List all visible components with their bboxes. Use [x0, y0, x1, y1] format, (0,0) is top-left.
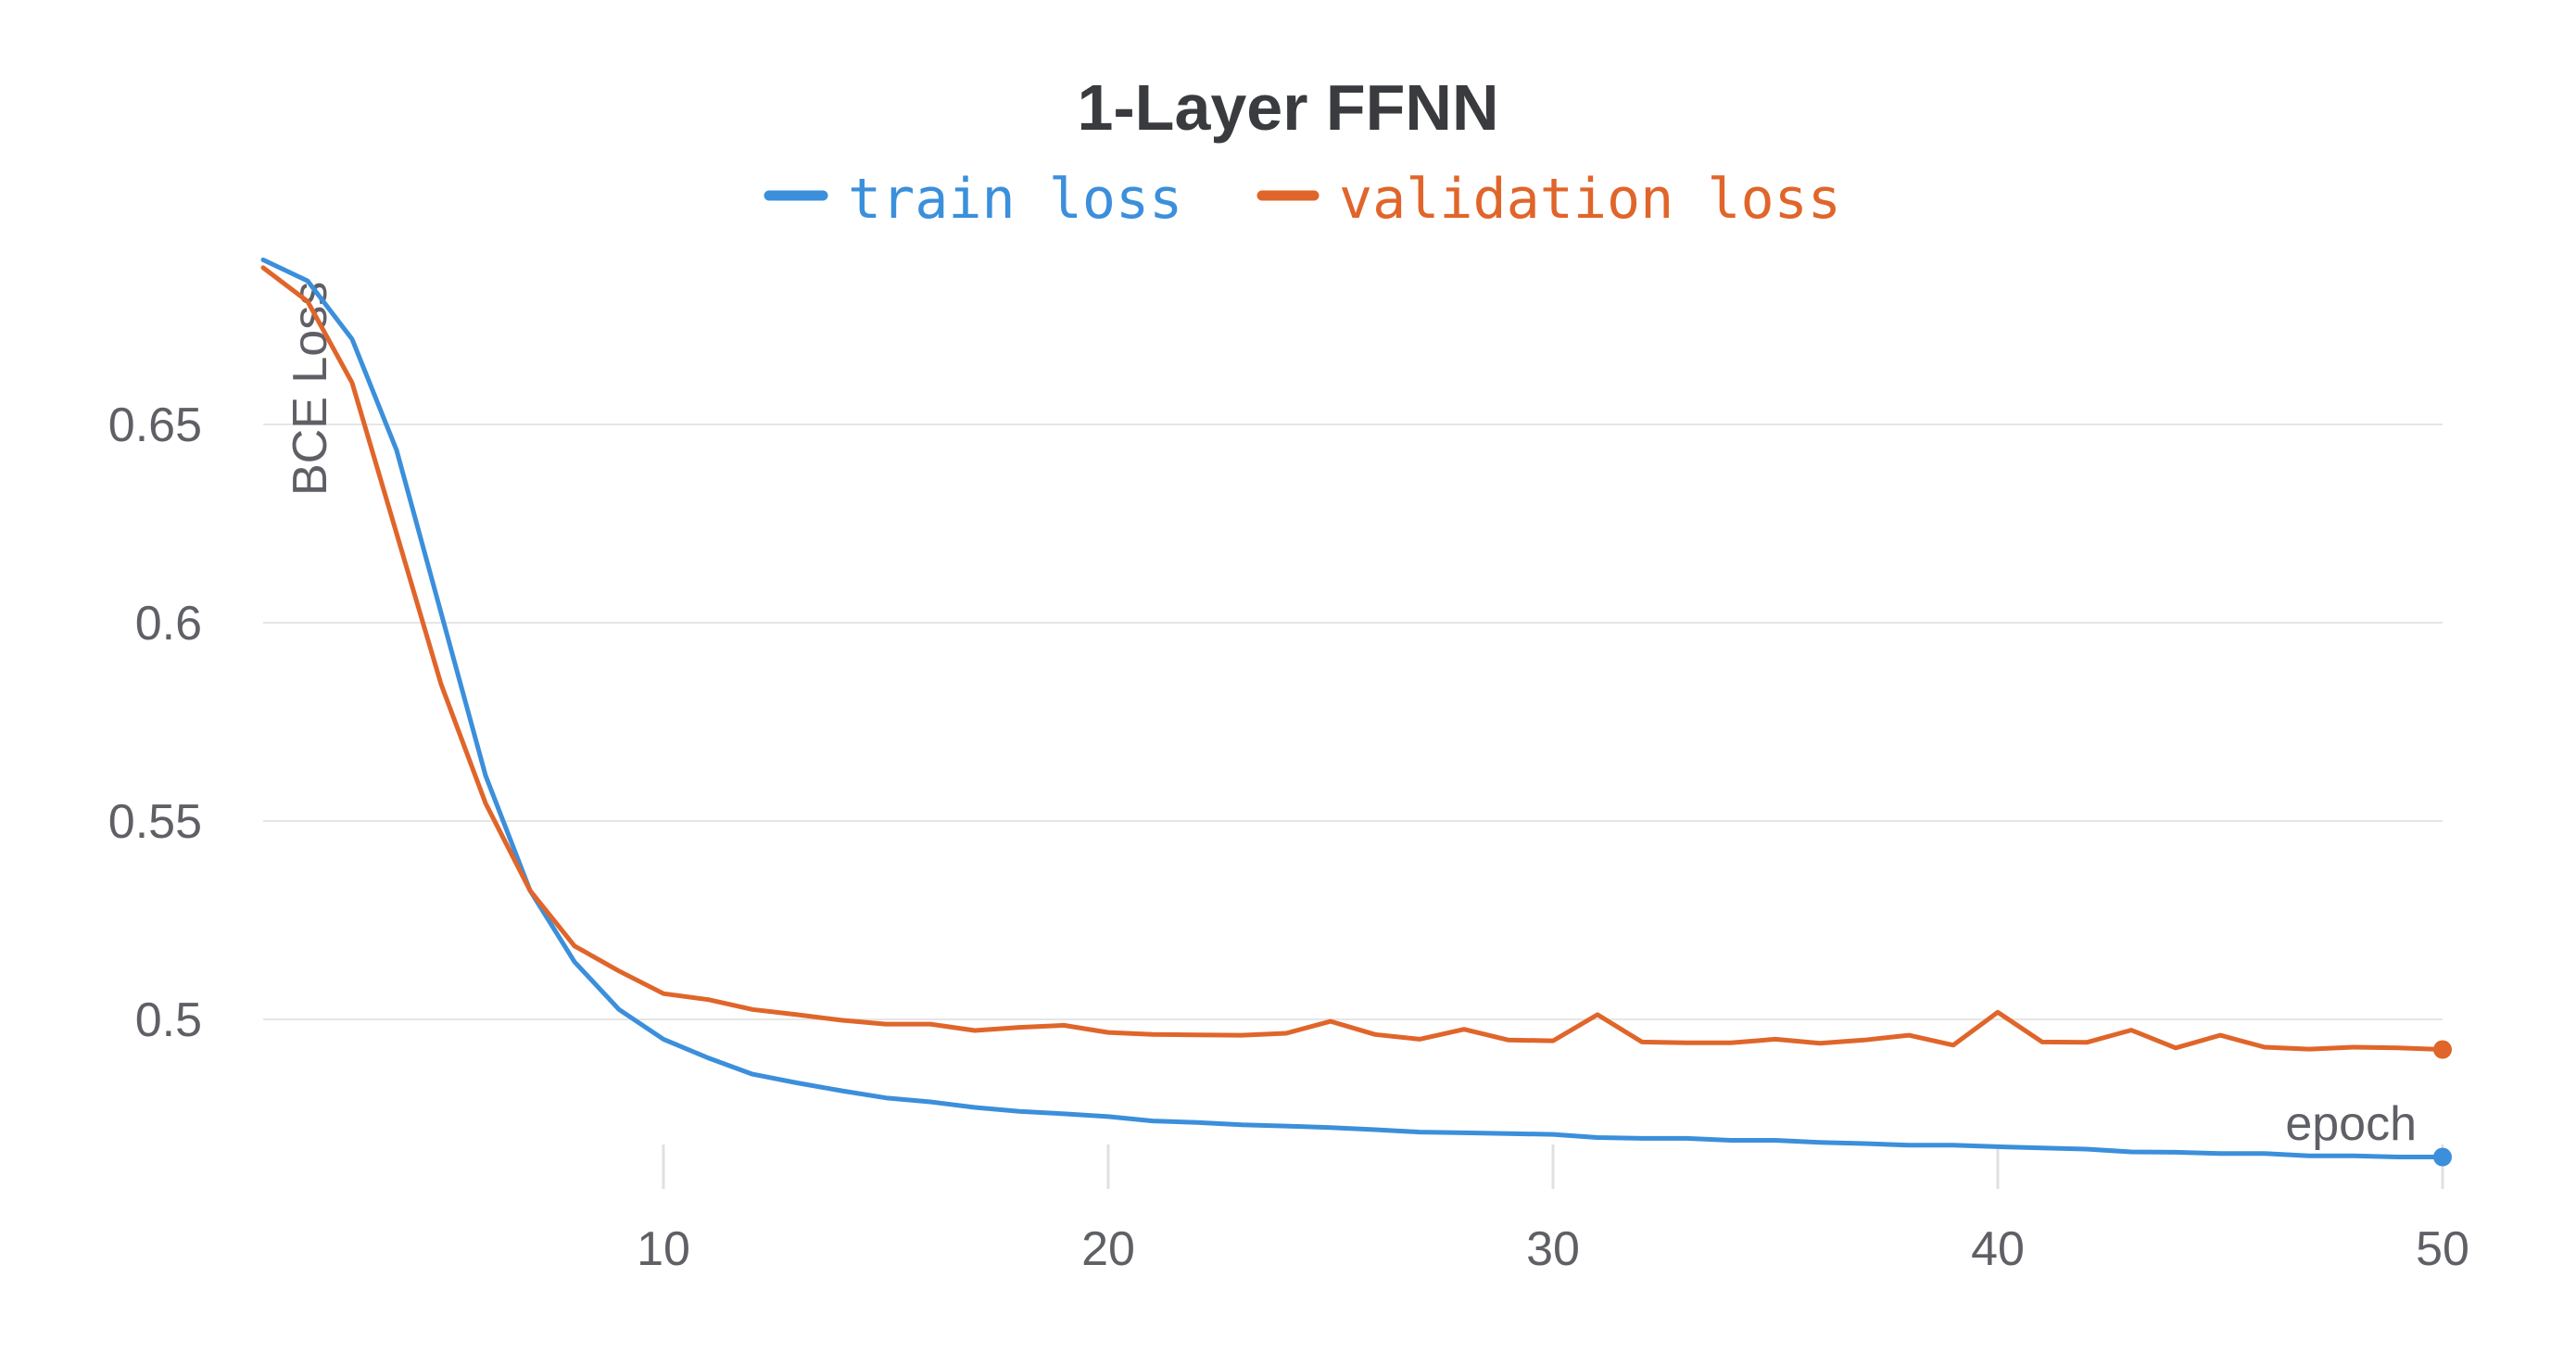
x-tick-label: 10 — [637, 1222, 690, 1276]
x-axis-tick-labels: 10 20 30 40 50 — [637, 1222, 2469, 1276]
y-axis-label: BCE Loss — [284, 282, 337, 496]
legend-label-train: train loss — [848, 167, 1182, 232]
x-tick-label: 30 — [1526, 1222, 1580, 1276]
y-axis-tick-labels: 0.5 0.55 0.6 0.65 — [108, 398, 202, 1047]
series-end-point-validation-loss — [2433, 1040, 2452, 1059]
series-line-validation-loss — [260, 265, 2445, 1052]
y-tick-label: 0.5 — [135, 993, 202, 1047]
x-tick-label: 50 — [2416, 1222, 2469, 1276]
y-tick-label: 0.65 — [108, 398, 202, 452]
x-tick-label: 40 — [1971, 1222, 2025, 1276]
x-axis-label: epoch — [2285, 1097, 2417, 1151]
series-end-point-train-loss — [2433, 1147, 2452, 1167]
series-lines — [260, 257, 2452, 1167]
chart-title: 1-Layer FFNN — [1077, 71, 1498, 144]
y-tick-label: 0.55 — [108, 795, 202, 849]
gridlines — [263, 424, 2443, 1020]
x-tick-label: 20 — [1081, 1222, 1135, 1276]
y-tick-label: 0.6 — [135, 597, 202, 651]
series-line-train-loss — [260, 257, 2445, 1159]
legend: train loss validation loss — [764, 167, 1841, 232]
legend-label-validation: validation loss — [1339, 167, 1841, 232]
